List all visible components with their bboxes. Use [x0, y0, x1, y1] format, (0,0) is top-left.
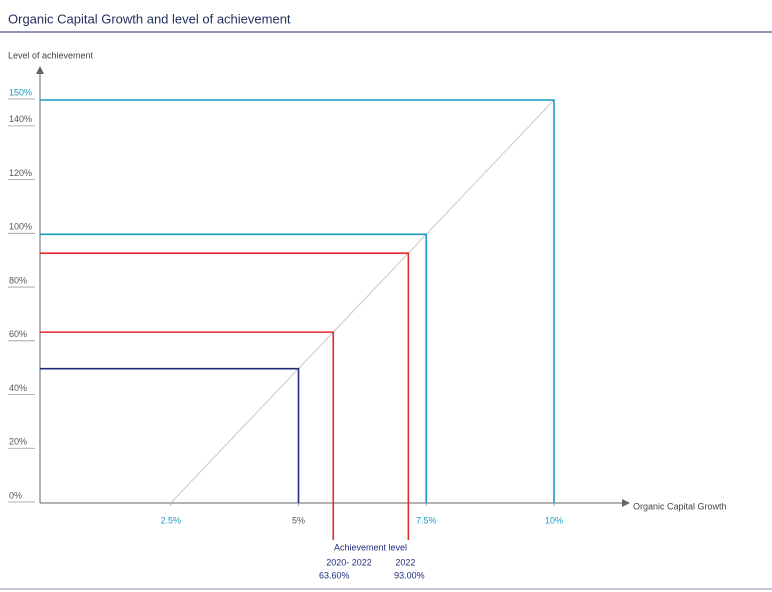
threshold-line	[40, 99, 555, 503]
x-axis-arrow	[622, 499, 630, 507]
y-tick-label: 0%	[9, 490, 22, 500]
value-label: 63.60%	[319, 570, 350, 580]
annotation: Achievement level	[334, 542, 407, 552]
value-label: 93.00%	[394, 570, 425, 580]
y-tick-label: 120%	[9, 168, 32, 178]
x-tick-label: 7.5%	[416, 515, 437, 525]
y-tick-label: 140%	[9, 114, 32, 124]
y-axis-label: Level of achievement	[8, 50, 94, 60]
y-axis-arrow	[36, 66, 44, 74]
diagonal-line	[170, 99, 555, 504]
y-tick-label: 20%	[9, 437, 27, 447]
period-label: 2020- 2022	[326, 557, 372, 567]
y-tick-label: 80%	[9, 275, 27, 285]
y-tick-label: 100%	[9, 222, 32, 232]
y-tick-label: 150%	[9, 87, 32, 97]
threshold-line	[40, 331, 335, 540]
x-tick-label: 10%	[545, 515, 563, 525]
chart-title: Organic Capital Growth and level of achi…	[8, 11, 291, 26]
threshold-line	[40, 252, 410, 540]
x-axis-label: Organic Capital Growth	[633, 501, 727, 511]
x-tick-label: 5%	[292, 515, 305, 525]
y-tick-label: 40%	[9, 383, 27, 393]
x-tick-label: 2.5%	[160, 515, 181, 525]
y-tick-label: 60%	[9, 329, 27, 339]
period-label: 2022	[395, 557, 415, 567]
threshold-line	[40, 233, 428, 503]
threshold-line	[40, 367, 300, 503]
